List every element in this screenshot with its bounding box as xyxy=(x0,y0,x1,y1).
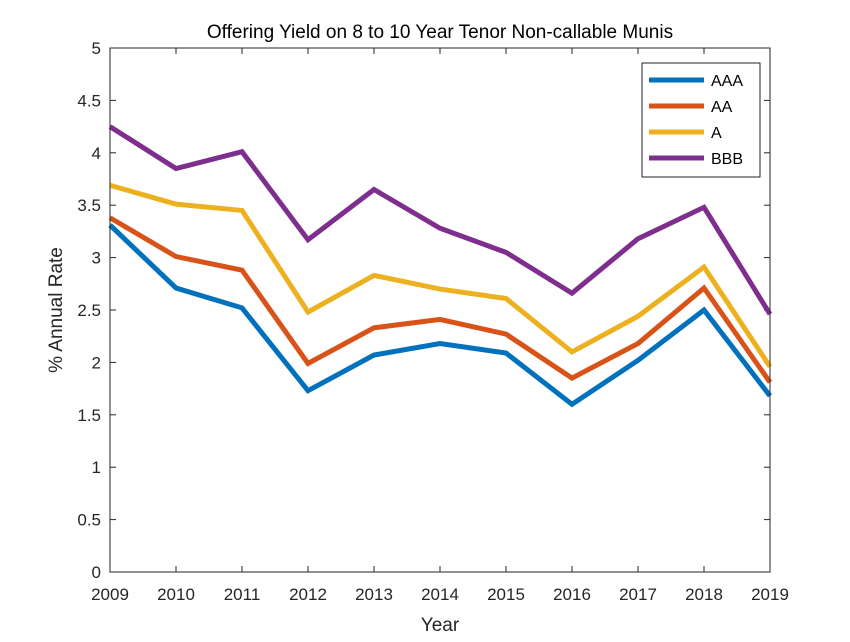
y-tick-label: 2.5 xyxy=(77,301,101,320)
series-line-aa xyxy=(108,215,773,384)
plot-area-box xyxy=(109,47,771,573)
y-tick-label: 0 xyxy=(92,563,101,582)
series-lines xyxy=(108,124,773,408)
y-tick-label: 3 xyxy=(92,249,101,268)
x-tick-label: 2015 xyxy=(487,585,525,604)
y-tick-label: 1.5 xyxy=(77,406,101,425)
y-tick-label: 4 xyxy=(92,144,101,163)
legend-label-aaa: AAA xyxy=(711,73,743,90)
chart-title: Offering Yield on 8 to 10 Year Tenor Non… xyxy=(207,22,673,43)
series-line-bbb xyxy=(108,124,773,316)
x-axis-title: Year xyxy=(421,615,460,636)
x-tick-label: 2018 xyxy=(685,585,723,604)
x-tick-label: 2019 xyxy=(751,585,789,604)
x-tick-label: 2009 xyxy=(91,585,129,604)
y-tick-label: 5 xyxy=(92,39,101,58)
y-axis-title: % Annual Rate xyxy=(46,247,67,373)
x-tick-label: 2014 xyxy=(421,585,459,604)
x-tick-label: 2016 xyxy=(553,585,591,604)
series-line-a xyxy=(109,182,773,368)
series-line-aaa xyxy=(108,223,772,408)
axes: 0 0.5 1 1.5 2 2.5 3 3.5 4 4.5 5 2009 2010 2011 2012 201… xyxy=(77,39,789,604)
y-tick-label: 1 xyxy=(92,458,101,477)
x-tick-label: 2017 xyxy=(619,585,657,604)
y-tick-label: 2 xyxy=(92,353,101,372)
legend-label-bbb: BBB xyxy=(711,151,743,168)
y-tick-label: 0.5 xyxy=(77,511,101,530)
y-tick-label: 3.5 xyxy=(77,196,101,215)
x-tick-label: 2010 xyxy=(157,585,195,604)
legend-label-aa: AA xyxy=(711,99,733,116)
x-tick-label: 2013 xyxy=(355,585,393,604)
x-tick-label: 2011 xyxy=(224,585,261,604)
x-tick-label: 2012 xyxy=(289,585,327,604)
legend-label-a: A xyxy=(711,125,722,142)
y-tick-label: 4.5 xyxy=(77,91,101,110)
